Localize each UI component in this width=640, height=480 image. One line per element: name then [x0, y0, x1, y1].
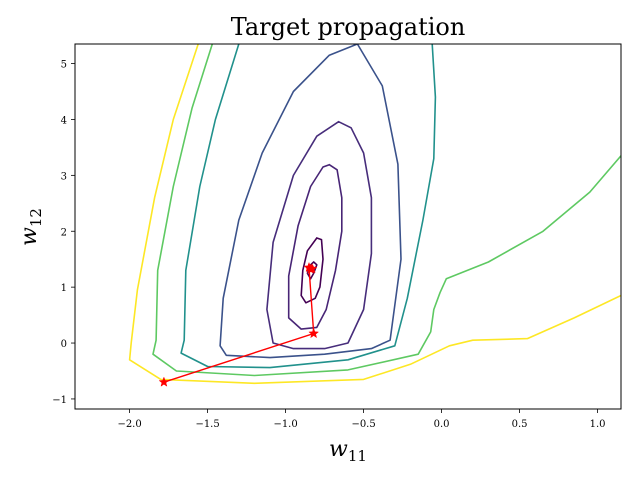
x-axis: −2.0 −1.5 −1.0 −0.5 0.0 0.5 1.0: [117, 409, 606, 430]
x-axis-label-subscript: 11: [348, 447, 367, 465]
y-axis: −1 0 1 2 3 4 5: [52, 60, 75, 406]
contour-line: [300, 237, 324, 304]
contour-line: [266, 120, 373, 350]
trajectory-point: [305, 263, 316, 274]
x-axis-label: w11: [329, 437, 367, 465]
chart-title: Target propagation: [231, 13, 466, 41]
y-axis-label-base: w: [17, 227, 42, 246]
trajectory-point: [308, 327, 320, 339]
x-tick-label: −1.5: [195, 419, 219, 430]
contour-line: [128, 44, 621, 385]
x-tick-label: 0.0: [434, 419, 450, 430]
y-axis-label: w12: [17, 208, 45, 246]
y-tick-label: 1: [61, 283, 67, 294]
contour-line: [219, 44, 402, 359]
x-tick-label: 1.0: [590, 419, 606, 430]
y-tick-label: 4: [61, 115, 67, 126]
x-tick-label: −1.0: [273, 419, 297, 430]
x-tick-label: −0.5: [351, 419, 375, 430]
y-tick-label: 0: [61, 339, 67, 350]
plot-frame: [74, 43, 622, 410]
contour-line: [287, 163, 343, 330]
contour-line: [180, 44, 437, 369]
contour-line: [152, 44, 621, 377]
x-tick-label: −2.0: [117, 419, 141, 430]
y-tick-label: 2: [61, 227, 67, 238]
y-tick-label: 5: [61, 60, 67, 71]
x-axis-label-base: w: [329, 437, 348, 462]
x-tick-label: 0.5: [512, 419, 528, 430]
plot-area: [128, 44, 621, 387]
y-tick-label: 3: [61, 171, 67, 182]
y-tick-label: −1: [52, 395, 67, 406]
trajectory-point: [158, 376, 170, 387]
y-axis-label-subscript: 12: [27, 208, 45, 227]
